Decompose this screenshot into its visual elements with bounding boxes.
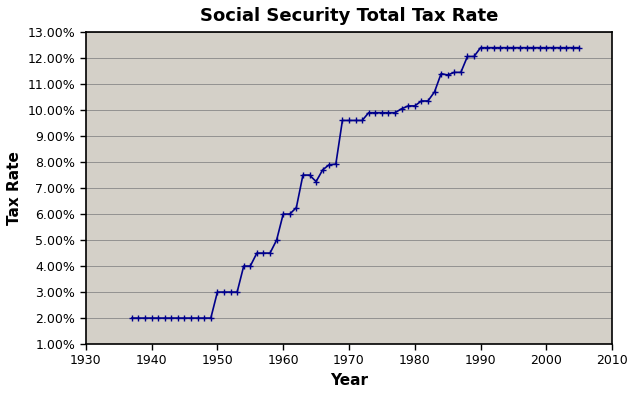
Y-axis label: Tax Rate: Tax Rate [7, 151, 22, 225]
X-axis label: Year: Year [330, 373, 368, 388]
Title: Social Security Total Tax Rate: Social Security Total Tax Rate [200, 7, 498, 25]
